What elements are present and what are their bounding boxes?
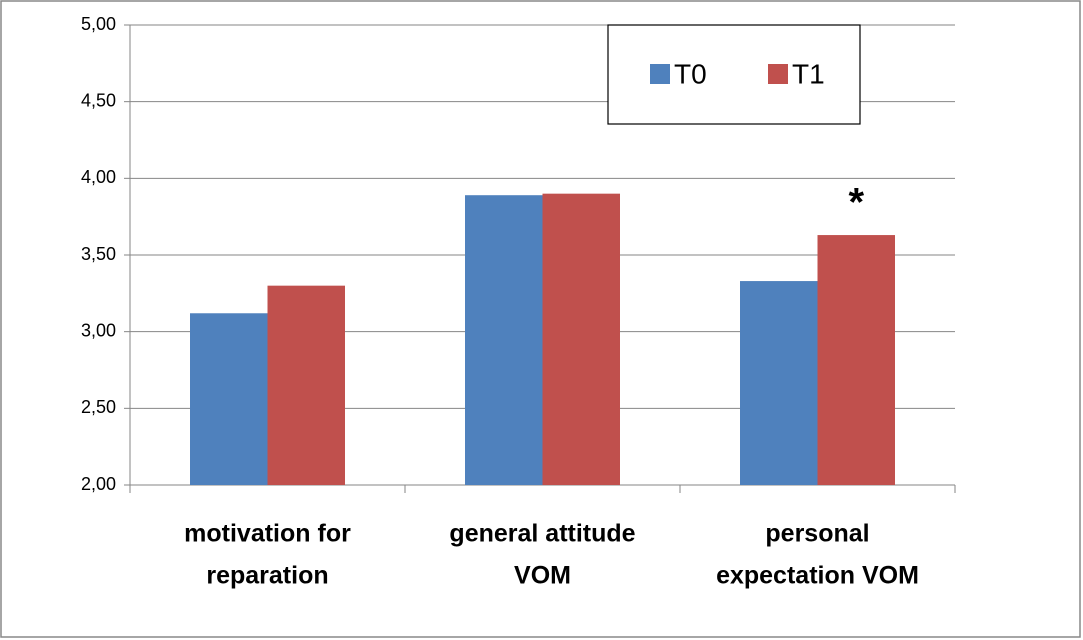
y-tick-label: 4,50 xyxy=(81,90,116,110)
x-tick-label: personal xyxy=(765,520,869,548)
bar xyxy=(465,195,543,485)
x-tick-label: motivation for xyxy=(184,520,351,548)
y-tick-label: 4,00 xyxy=(81,167,116,187)
bar xyxy=(817,235,895,485)
bar xyxy=(740,281,818,485)
bar xyxy=(542,193,620,485)
legend-swatch xyxy=(650,64,670,84)
y-tick-label: 2,50 xyxy=(81,397,116,417)
legend-swatch xyxy=(768,64,788,84)
y-tick-label: 5,00 xyxy=(81,14,116,34)
x-tick-label: VOM xyxy=(514,562,571,590)
y-tick-label: 3,50 xyxy=(81,244,116,264)
legend-label: T1 xyxy=(792,58,825,89)
bar xyxy=(190,313,268,485)
annotation: * xyxy=(848,181,864,225)
x-tick-label: expectation VOM xyxy=(716,562,919,590)
bar xyxy=(267,285,345,485)
y-tick-label: 3,00 xyxy=(81,320,116,340)
x-tick-label: general attitude xyxy=(449,520,635,548)
x-tick-label: reparation xyxy=(206,562,328,590)
legend-label: T0 xyxy=(674,58,707,89)
y-tick-label: 2,00 xyxy=(81,474,116,494)
